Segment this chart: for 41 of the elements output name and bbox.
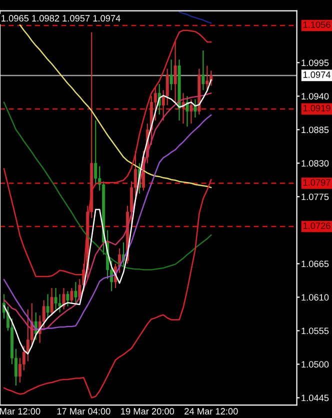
y-tick-label: 1.0775	[302, 194, 329, 200]
candlestick	[26, 308, 30, 362]
ref-line-label: 1.0726	[303, 222, 330, 229]
y-tick-label: 1.0500	[302, 361, 329, 368]
candlestick	[54, 288, 58, 310]
candlestick	[62, 288, 66, 310]
y-tick-label: 1.0995	[302, 60, 329, 66]
candlestick	[94, 120, 98, 186]
x-tick-label: 17 Mar 04:00	[57, 408, 110, 415]
x-tick-label: 24 Mar 12:00	[184, 408, 238, 415]
y-tick-label: 1.0830	[302, 160, 329, 167]
candlestick	[194, 98, 197, 118]
y-tick-label: 1.0885	[302, 126, 329, 134]
candlestick	[186, 96, 189, 128]
candlestick	[210, 70, 213, 86]
candlestick	[190, 98, 193, 124]
candlestick	[70, 288, 74, 304]
ref-line-label: 1.0919	[303, 104, 330, 112]
candlestick	[202, 50, 205, 91]
candlestick	[50, 288, 54, 316]
line-series	[3, 179, 212, 398]
candlestick	[74, 281, 78, 304]
y-tick-label: 1.0610	[302, 294, 329, 301]
ref-line-label: 1.1056	[303, 21, 330, 28]
y-tick-label: 1.0555	[302, 328, 329, 334]
ref-line-label: 1.0974	[303, 71, 331, 78]
candlestick	[46, 294, 50, 320]
chart-title: 1.0965 1.0982 1.0957 1.0974	[2, 15, 120, 22]
line-series	[178, 11, 212, 24]
y-tick-label: 1.0940	[302, 93, 329, 100]
line-series	[3, 102, 212, 270]
candlestick	[66, 290, 70, 307]
candlestick	[174, 40, 177, 103]
candlestick	[206, 65, 209, 91]
y-tick-label: 1.0445	[302, 394, 329, 402]
candlestick	[170, 59, 173, 91]
x-tick-label: Mar 12:00	[0, 408, 40, 415]
candlestick	[182, 92, 185, 124]
y-tick-label: 1.0665	[302, 260, 329, 268]
x-tick-label: 19 Mar 20:00	[121, 408, 174, 415]
ref-line-label: 1.0797	[303, 179, 330, 186]
